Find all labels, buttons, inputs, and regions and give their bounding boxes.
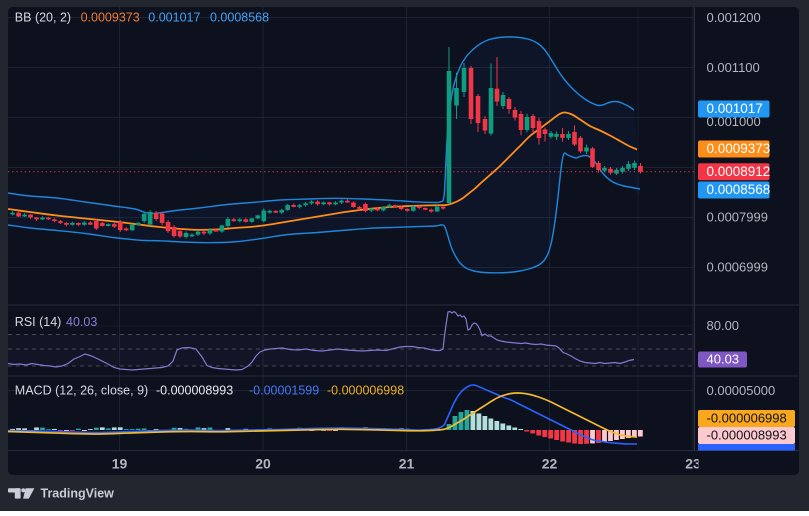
svg-text:BB (20, 2): BB (20, 2) xyxy=(15,11,71,25)
svg-text:40.03: 40.03 xyxy=(707,352,740,367)
svg-text:MACD (12, 26, close, 9): MACD (12, 26, close, 9) xyxy=(15,384,148,398)
svg-text:0.001200: 0.001200 xyxy=(707,10,761,25)
svg-text:0.0008568: 0.0008568 xyxy=(210,11,269,25)
svg-text:19: 19 xyxy=(112,456,128,472)
svg-text:0.0008912: 0.0008912 xyxy=(707,164,771,179)
svg-text:23: 23 xyxy=(685,456,701,472)
svg-text:21: 21 xyxy=(399,456,415,472)
svg-text:-0.00001599: -0.00001599 xyxy=(249,384,319,398)
svg-text:20: 20 xyxy=(255,456,271,472)
svg-text:0.00005000: 0.00005000 xyxy=(707,383,776,398)
svg-text:40.03: 40.03 xyxy=(66,315,97,329)
svg-text:0.0009373: 0.0009373 xyxy=(81,11,140,25)
svg-text:0.0008568: 0.0008568 xyxy=(707,182,771,197)
svg-text:-0.000008993: -0.000008993 xyxy=(156,384,233,398)
svg-text:80.00: 80.00 xyxy=(707,318,740,333)
svg-text:0.0006999: 0.0006999 xyxy=(707,260,768,275)
svg-text:0.001000: 0.001000 xyxy=(707,114,761,129)
svg-text:TradingView: TradingView xyxy=(41,487,115,501)
svg-text:-0.000006998: -0.000006998 xyxy=(707,411,787,426)
svg-text:22: 22 xyxy=(542,456,558,472)
svg-text:0.0009373: 0.0009373 xyxy=(707,141,771,156)
svg-text:RSI (14): RSI (14) xyxy=(15,315,62,329)
svg-text:-0.000008993: -0.000008993 xyxy=(707,428,787,443)
svg-text:0.0007999: 0.0007999 xyxy=(707,210,768,225)
svg-text:0.001017: 0.001017 xyxy=(148,11,200,25)
svg-text:-0.000006998: -0.000006998 xyxy=(327,384,404,398)
svg-text:0.001017: 0.001017 xyxy=(707,101,763,116)
svg-text:0.001100: 0.001100 xyxy=(707,60,760,75)
